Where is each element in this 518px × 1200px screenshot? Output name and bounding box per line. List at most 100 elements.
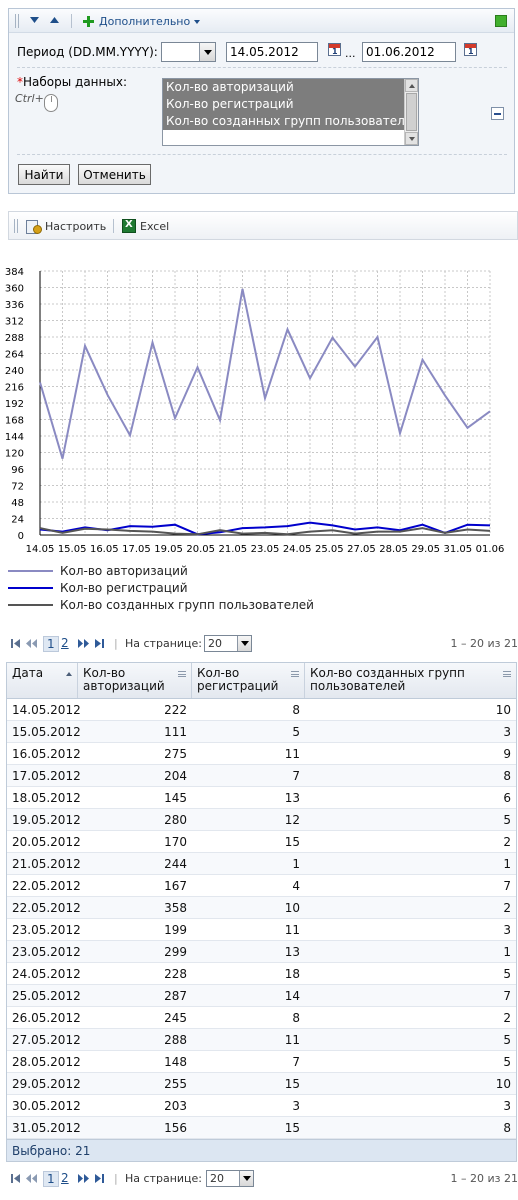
datasets-label: *Наборы данных: — [17, 75, 127, 89]
table-row[interactable]: 29.05.2012 255 15 10 — [7, 1073, 516, 1095]
dataset-option[interactable]: Кол-во созданных групп пользователей — [163, 113, 418, 130]
prev-page-icon[interactable] — [26, 639, 37, 648]
column-menu-icon[interactable] — [503, 671, 511, 677]
first-page-icon[interactable] — [11, 1174, 20, 1183]
table-row[interactable]: 27.05.2012 288 11 5 — [7, 1029, 516, 1051]
per-page-label: На странице: — [125, 637, 202, 650]
chevron-down-icon — [194, 19, 201, 24]
calendar-icon[interactable]: 1 — [328, 43, 341, 56]
table-row[interactable]: 18.05.2012 145 13 6 — [7, 787, 516, 809]
chevron-down-icon[interactable] — [199, 43, 215, 61]
column-header-date[interactable]: Дата — [7, 663, 78, 698]
series-line-2 — [39, 521, 491, 536]
table-row[interactable]: 19.05.2012 280 12 5 — [7, 809, 516, 831]
table-row[interactable]: 17.05.2012 204 7 8 — [7, 765, 516, 787]
table-cell: 11 — [284, 747, 300, 761]
table-cell: 1 — [503, 945, 511, 959]
table-row[interactable]: 31.05.2012 156 15 8 — [7, 1117, 516, 1139]
first-page-icon[interactable] — [11, 639, 20, 648]
table-cell: 255 — [164, 1077, 187, 1091]
panel-toggle-icon[interactable] — [495, 15, 507, 27]
table-row[interactable]: 24.05.2012 228 18 5 — [7, 963, 516, 985]
table-cell: 27.05.2012 — [12, 1033, 81, 1047]
toolbar-grip[interactable] — [15, 14, 19, 28]
date-from-input[interactable] — [226, 42, 318, 62]
y-tick-label: 288 — [5, 333, 24, 344]
y-tick-label: 192 — [5, 399, 24, 410]
next-page-icon[interactable] — [78, 639, 89, 648]
table-cell: 1 — [503, 857, 511, 871]
table-row[interactable]: 14.05.2012 222 8 10 — [7, 699, 516, 721]
column-menu-icon[interactable] — [178, 671, 186, 677]
prev-page-icon[interactable] — [26, 1174, 37, 1183]
table-cell: 7 — [503, 989, 511, 1003]
dataset-option[interactable]: Кол-во авторизаций — [163, 79, 418, 96]
table-cell: 3 — [503, 725, 511, 739]
per-page-select[interactable]: 20 — [206, 1170, 254, 1187]
find-button[interactable]: Найти — [18, 164, 70, 185]
column-header-reg[interactable]: Кол-во регистраций — [192, 663, 305, 698]
page-1[interactable]: 1 — [43, 1171, 59, 1187]
table-cell: 8 — [292, 703, 300, 717]
x-tick-label: 16.05 — [90, 544, 119, 555]
page-1[interactable]: 1 — [43, 636, 59, 652]
per-page-select[interactable]: 20 — [204, 635, 252, 652]
table-row[interactable]: 26.05.2012 245 8 2 — [7, 1007, 516, 1029]
configure-button[interactable]: Настроить — [26, 219, 107, 234]
next-page-icon[interactable] — [78, 1174, 89, 1183]
chevron-down-icon[interactable] — [239, 1171, 253, 1186]
column-menu-icon[interactable] — [291, 671, 299, 677]
excel-export-button[interactable]: Excel — [122, 219, 169, 233]
y-tick-label: 144 — [5, 432, 24, 443]
chevron-down-icon[interactable] — [237, 636, 251, 651]
cancel-button[interactable]: Отменить — [78, 164, 151, 185]
scroll-down-icon[interactable] — [405, 132, 418, 145]
move-down-icon[interactable] — [30, 17, 39, 24]
table-cell: 5 — [503, 813, 511, 827]
period-type-select[interactable] — [161, 42, 216, 62]
table-row[interactable]: 25.05.2012 287 14 7 — [7, 985, 516, 1007]
plus-icon — [83, 16, 94, 27]
table-row[interactable]: 22.05.2012 358 10 2 — [7, 897, 516, 919]
remove-icon[interactable] — [491, 107, 504, 120]
y-tick-label: 24 — [11, 515, 24, 526]
last-page-icon[interactable] — [95, 639, 104, 648]
chart-grid — [39, 270, 491, 536]
per-page-value: 20 — [208, 637, 222, 650]
configure-label: Настроить — [45, 219, 107, 233]
move-up-icon[interactable] — [50, 17, 59, 24]
table-row[interactable]: 23.05.2012 199 11 3 — [7, 919, 516, 941]
table-cell: 16.05.2012 — [12, 747, 81, 761]
column-header-groups[interactable]: Кол-во созданных групп пользователей — [305, 663, 516, 698]
dataset-option[interactable]: Кол-во регистраций — [163, 96, 418, 113]
table-row[interactable]: 30.05.2012 203 3 3 — [7, 1095, 516, 1117]
dataset-listbox[interactable]: Кол-во авторизаций Кол-во регистраций Ко… — [162, 78, 419, 146]
column-header-auth[interactable]: Кол-во авторизаций — [78, 663, 192, 698]
date-to-input[interactable] — [362, 42, 456, 62]
page-2[interactable]: 2 — [61, 636, 69, 650]
table-cell: 12 — [284, 813, 300, 827]
table-row[interactable]: 21.05.2012 244 1 1 — [7, 853, 516, 875]
toolbar-grip[interactable] — [14, 219, 18, 233]
table-row[interactable]: 23.05.2012 299 13 1 — [7, 941, 516, 963]
table-cell: 167 — [164, 879, 187, 893]
table-row[interactable]: 22.05.2012 167 4 7 — [7, 875, 516, 897]
table-row[interactable]: 20.05.2012 170 15 2 — [7, 831, 516, 853]
more-options-button[interactable]: Дополнительно — [83, 14, 201, 29]
y-tick-label: 240 — [5, 366, 24, 377]
x-tick-label: 29.05 — [411, 544, 440, 555]
calendar-icon[interactable]: 1 — [464, 43, 477, 56]
scroll-up-icon[interactable] — [405, 79, 418, 92]
data-table: Дата Кол-во авторизаций Кол-во регистрац… — [6, 662, 517, 1162]
table-row[interactable]: 16.05.2012 275 11 9 — [7, 743, 516, 765]
legend-item: Кол-во авторизаций — [8, 563, 188, 579]
ctrl-hint: Ctrl+ — [15, 92, 44, 105]
table-row[interactable]: 28.05.2012 148 7 5 — [7, 1051, 516, 1073]
y-tick-label: 0 — [18, 531, 24, 542]
listbox-scrollbar[interactable] — [404, 79, 418, 145]
last-page-icon[interactable] — [95, 1174, 104, 1183]
table-cell: 18 — [284, 967, 300, 981]
table-row[interactable]: 15.05.2012 111 5 3 — [7, 721, 516, 743]
scroll-thumb[interactable] — [406, 93, 417, 131]
page-2[interactable]: 2 — [61, 1171, 69, 1185]
